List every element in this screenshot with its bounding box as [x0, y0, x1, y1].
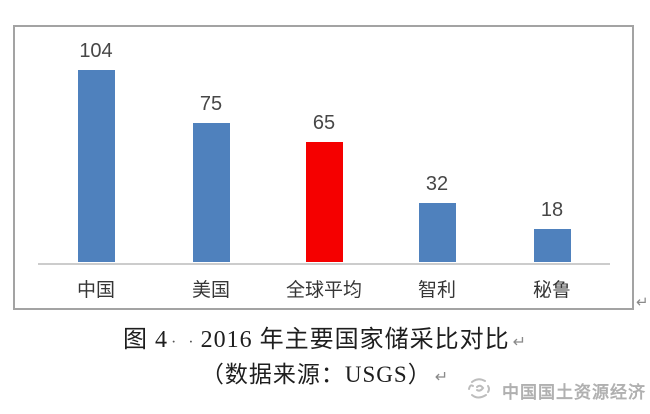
paragraph-return-mark: ↵ [636, 294, 649, 311]
source-note-text: （数据来源：USGS） [200, 362, 432, 387]
bar [305, 142, 343, 262]
bar [533, 229, 571, 262]
bar-value-label: 75 [199, 93, 223, 115]
bar-value-label: 65 [312, 112, 336, 134]
bar [77, 70, 115, 262]
x-axis-line [38, 263, 610, 265]
category-label: 全球平均 [285, 280, 362, 301]
chart-frame: 104 75 65 32 18 中国 美国 全球平均 智利 秘鲁 [13, 25, 634, 310]
category-label: 智利 [417, 280, 456, 301]
figure-caption: 图 4 · · 2016 年主要国家储采比对比 ↵ [0, 319, 650, 354]
bar-column: 65 [269, 113, 379, 262]
caption-title-text: 2016 年主要国家储采比对比 [200, 327, 510, 353]
bar-value-label: 104 [79, 40, 113, 62]
seal-logo-icon [464, 374, 494, 407]
category-label: 美国 [191, 280, 230, 301]
bar-column: 32 [382, 174, 492, 262]
bar-column: 18 [497, 200, 607, 262]
publisher-watermark: 中国国土资源经济 [464, 374, 646, 407]
paragraph-return-mark: ↵ [512, 334, 528, 351]
bar-value-label: 18 [540, 199, 564, 221]
caption-figure-number: 图 4 [122, 327, 168, 353]
watermark-text: 中国国土资源经济 [502, 383, 646, 402]
bar [418, 203, 456, 262]
figure-source-note: （数据来源：USGS） ↵ [0, 355, 650, 389]
bar-value-label: 32 [425, 173, 449, 195]
bar [192, 123, 230, 262]
bar-column: 104 [41, 41, 151, 262]
category-label: 中国 [76, 280, 115, 301]
space-marks: · · [170, 334, 198, 351]
category-label: 秘鲁 [532, 280, 571, 301]
paragraph-return-mark: ↵ [434, 369, 450, 386]
bar-column: 75 [156, 94, 266, 262]
